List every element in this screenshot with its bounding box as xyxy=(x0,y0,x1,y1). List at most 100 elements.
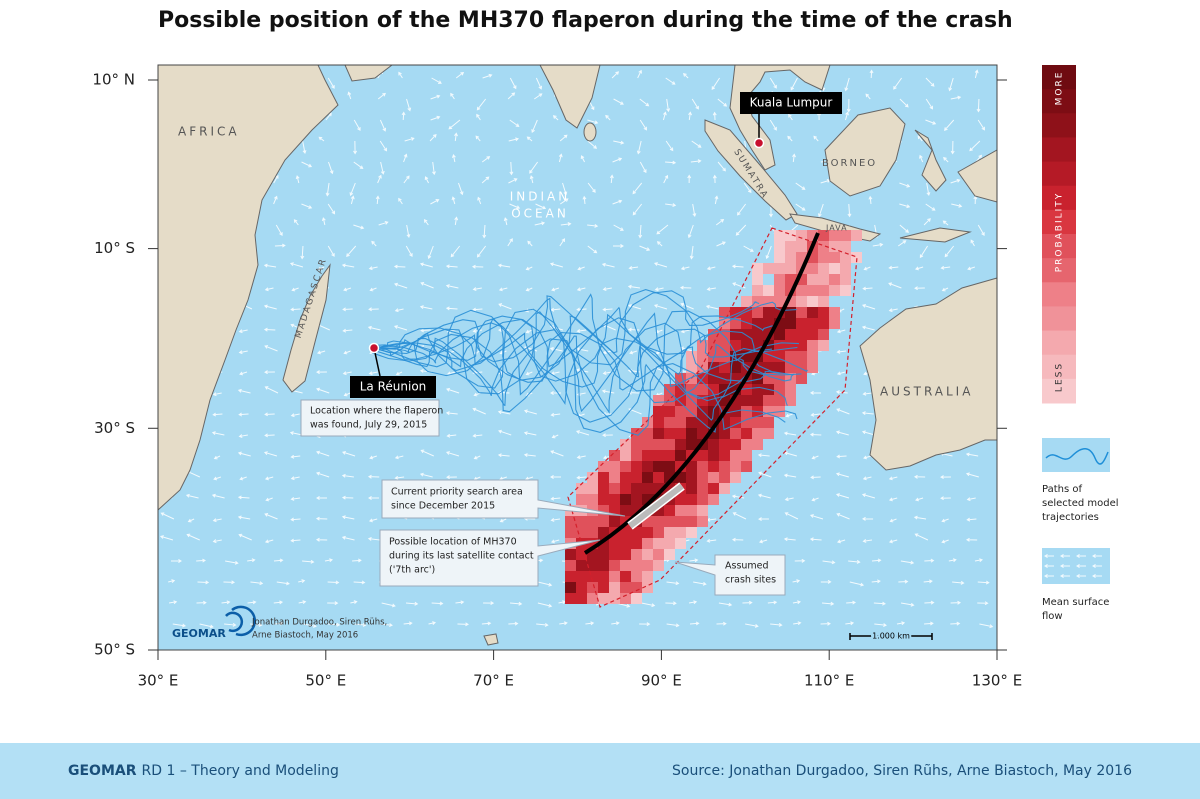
flow-arrow xyxy=(587,140,598,149)
flow-arrow xyxy=(350,195,355,205)
flow-arrow xyxy=(341,450,356,457)
heat-cell xyxy=(609,505,620,516)
heat-cell xyxy=(708,439,719,450)
flow-arrow xyxy=(765,245,772,260)
heat-cell xyxy=(763,285,774,296)
flow-arrow xyxy=(380,161,385,175)
heat-cell xyxy=(598,527,609,538)
flow-arrow xyxy=(950,95,962,100)
flow-arrow xyxy=(612,157,623,163)
flow-arrow xyxy=(225,560,239,565)
flow-arrow xyxy=(665,140,674,152)
heat-cell xyxy=(620,461,631,472)
flow-arrow xyxy=(550,518,561,522)
flow-arrow xyxy=(680,302,694,310)
flow-arrow xyxy=(212,539,222,544)
flow-arrow xyxy=(715,219,725,226)
map: AFRICA INDIAN OCEAN MADAGASCAR SUMATRA B… xyxy=(157,64,998,651)
heat-cell xyxy=(653,439,664,450)
heat-cell xyxy=(752,307,763,318)
heat-cell xyxy=(686,483,697,494)
footer-unit: RD 1 – Theory and Modeling xyxy=(142,763,339,779)
heat-cell xyxy=(807,340,818,351)
flow-arrow xyxy=(394,282,408,289)
flow-arrow xyxy=(503,217,508,226)
flow-arrow xyxy=(273,174,279,184)
flow-arrow xyxy=(315,516,328,521)
flow-arrow xyxy=(264,370,275,375)
heat-cell xyxy=(719,483,730,494)
heat-cell xyxy=(620,549,631,560)
heat-cell xyxy=(675,516,686,527)
heat-cell xyxy=(741,362,752,373)
heat-cell xyxy=(587,516,598,527)
flow-arrow xyxy=(327,601,339,606)
flow-arrow xyxy=(792,579,801,584)
heat-cell xyxy=(785,329,796,340)
flow-arrow xyxy=(448,119,461,130)
flow-arrow xyxy=(507,92,516,100)
heat-cell xyxy=(686,494,697,505)
flow-arrow xyxy=(377,92,386,100)
heat-cell xyxy=(741,384,752,395)
heat-cell xyxy=(763,428,774,439)
flow-arrow xyxy=(711,77,720,91)
heat-cell xyxy=(708,417,719,428)
legend-text: Mean surface xyxy=(1042,597,1109,608)
flow-arrow xyxy=(809,514,824,520)
flow-arrow xyxy=(863,455,872,460)
heat-cell xyxy=(796,362,807,373)
flow-arrow xyxy=(455,600,465,605)
lon-tick-label: 110° E xyxy=(804,672,854,690)
flow-arrow xyxy=(900,602,915,607)
flow-arrow xyxy=(353,580,366,585)
flow-arrow xyxy=(368,518,378,523)
heat-cell xyxy=(664,516,675,527)
heat-cell xyxy=(631,472,642,483)
heat-cell xyxy=(587,560,598,571)
heat-cell xyxy=(829,241,840,252)
flow-arrow xyxy=(536,622,549,627)
flow-arrow xyxy=(483,601,495,606)
heat-cell xyxy=(565,582,576,593)
flow-arrow xyxy=(951,203,963,208)
heat-cell xyxy=(697,461,708,472)
callout-text: during its last satellite contact xyxy=(389,551,534,562)
flow-arrow xyxy=(419,305,433,310)
heat-cell xyxy=(653,516,664,527)
flow-arrow xyxy=(706,287,716,291)
heat-cell xyxy=(774,230,785,241)
flow-arrow xyxy=(497,263,511,268)
flow-arrow xyxy=(743,245,754,252)
flow-arrow xyxy=(653,262,668,268)
flow-arrow xyxy=(612,244,624,248)
flow-arrow xyxy=(316,387,330,394)
heat-cell xyxy=(631,582,642,593)
heat-cell xyxy=(587,527,598,538)
sulawesi xyxy=(914,129,947,192)
heat-cell xyxy=(631,560,642,571)
flow-arrow xyxy=(609,174,614,184)
scale-band xyxy=(1042,89,1076,114)
flow-arrow xyxy=(341,515,355,520)
heat-cell xyxy=(576,494,587,505)
flow-arrow xyxy=(665,203,677,208)
flow-arrow xyxy=(552,115,559,121)
heat-cell xyxy=(796,252,807,263)
heat-cell xyxy=(675,439,686,450)
flow-arrow xyxy=(405,601,419,606)
place-label: AUSTRALIA xyxy=(880,385,973,399)
heat-cell xyxy=(752,362,763,373)
flow-arrow xyxy=(537,581,553,587)
flow-arrow xyxy=(550,307,561,312)
callout-text: since December 2015 xyxy=(391,501,495,512)
flow-arrow xyxy=(238,533,252,541)
flow-arrow xyxy=(817,203,824,218)
flow-arrow xyxy=(276,581,290,586)
flow-arrow xyxy=(639,98,650,107)
flow-arrow xyxy=(264,433,275,438)
flow-arrow xyxy=(687,174,692,184)
heat-cell xyxy=(719,450,730,461)
heat-cell xyxy=(730,450,741,461)
flow-arrow xyxy=(327,622,341,627)
